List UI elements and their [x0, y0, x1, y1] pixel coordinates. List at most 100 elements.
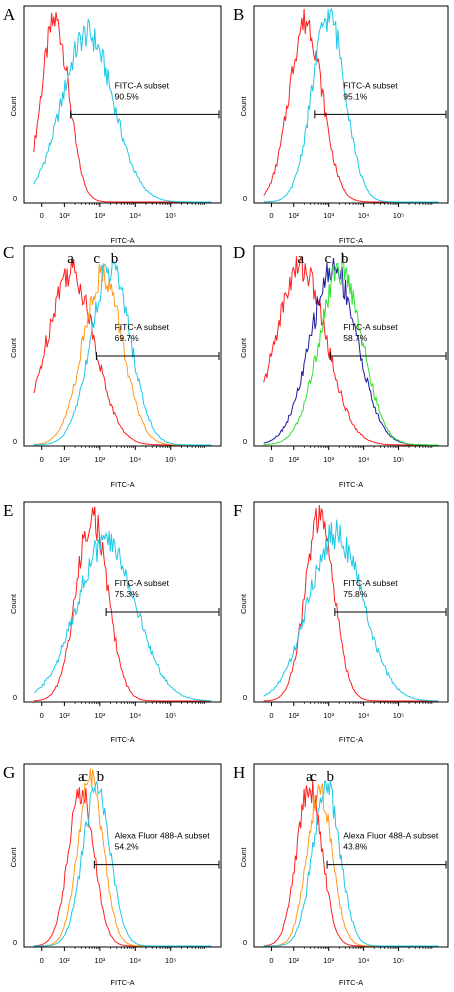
gate-value: 54.2%: [115, 842, 140, 852]
plot-frame: [253, 245, 449, 447]
panel-g: G Count 0 0 10² 10³ 10⁴ 10⁵ FITC-A ac b Alexa Fluor…: [3, 763, 222, 987]
y-axis-label: Count: [9, 847, 18, 868]
gate-label: FITC-A subset: [343, 578, 398, 588]
y-axis-label: Count: [239, 593, 248, 614]
histogram-curve-1: [263, 504, 439, 702]
plot-frame: [23, 5, 222, 204]
y-tick-zero: 0: [243, 693, 247, 702]
x-tick-label: 0: [269, 711, 273, 720]
y-axis-label: Count: [9, 337, 18, 358]
x-tick-label: 10³: [323, 956, 334, 965]
y-tick-zero: 0: [13, 938, 17, 947]
histogram-curve-1: [33, 12, 212, 203]
x-tick-label: 0: [269, 211, 273, 220]
histogram-curve-2: [263, 7, 439, 203]
curve-letter-a: a: [78, 769, 85, 785]
x-tick-label: 10⁴: [130, 956, 142, 965]
x-tick-label: 10⁵: [165, 211, 176, 220]
histogram-curve-3: [33, 258, 212, 446]
plot-frame: [253, 501, 449, 703]
x-tick-label: 0: [269, 455, 273, 464]
panel-letter: G: [3, 763, 15, 782]
curve-letter-c: c: [81, 769, 88, 785]
x-tick-label: 10³: [94, 711, 105, 720]
curve-letter-b: b: [97, 769, 105, 785]
gate-value: 90.5%: [115, 91, 140, 101]
curve-letter-c: c: [324, 251, 331, 267]
gate-label: FITC-A subset: [115, 578, 170, 588]
curve-letter-b: b: [111, 251, 119, 267]
gate-label: Alexa Fluor 488-A subset: [343, 831, 439, 841]
panel-letter: A: [3, 5, 16, 24]
curve-letter-c: c: [310, 769, 317, 785]
panel-letter: D: [233, 243, 245, 262]
x-axis-label: FITC-A: [339, 480, 363, 489]
plot-frame: [23, 245, 222, 447]
panel-letter: E: [3, 501, 13, 520]
x-tick-label: 10³: [94, 211, 105, 220]
x-axis-label: FITC-A: [110, 735, 134, 744]
histogram-curve-2: [33, 18, 212, 203]
y-tick-zero: 0: [13, 194, 17, 203]
y-axis-label: Count: [239, 337, 248, 358]
x-tick-label: 10³: [323, 711, 334, 720]
gate-label: FITC-A subset: [115, 80, 170, 90]
panel-letter: H: [233, 763, 245, 782]
x-tick-label: 10²: [59, 711, 70, 720]
curve-letter-a: a: [306, 769, 313, 785]
plot-frame: [253, 5, 449, 204]
x-axis-label: FITC-A: [339, 236, 363, 245]
histogram-curve-1: [33, 258, 212, 446]
histogram-curve-3: [263, 251, 439, 446]
curve-letter-a: a: [67, 251, 74, 267]
x-tick-label: 0: [40, 956, 44, 965]
x-axis-label: FITC-A: [110, 978, 134, 987]
histogram-curve-1: [263, 256, 439, 446]
panel-letter: B: [233, 5, 244, 24]
x-tick-label: 10⁴: [130, 455, 142, 464]
x-tick-label: 10⁵: [393, 211, 404, 220]
gate-value: 69.7%: [115, 333, 140, 343]
plot-frame: [23, 501, 222, 703]
x-tick-label: 10⁴: [358, 455, 370, 464]
x-tick-label: 10²: [59, 455, 70, 464]
panel-letter: C: [3, 243, 14, 262]
x-tick-label: 10⁵: [165, 455, 176, 464]
histogram-curve-1: [263, 779, 439, 947]
x-tick-label: 0: [40, 711, 44, 720]
y-axis-label: Count: [239, 847, 248, 868]
x-tick-label: 10⁴: [358, 956, 370, 965]
x-tick-label: 10⁵: [165, 956, 176, 965]
x-tick-label: 10²: [59, 956, 70, 965]
gate-value: 75.8%: [343, 589, 368, 599]
gate-value: 58.7%: [343, 333, 368, 343]
y-tick-zero: 0: [243, 437, 247, 446]
gate-label: FITC-A subset: [115, 322, 170, 332]
panel-f: F Count 0 0 10² 10³ 10⁴ 10⁵ FITC-A FITC-A subset7…: [233, 501, 449, 744]
y-axis-label: Count: [9, 96, 18, 117]
panel-a: A Count 0 0 10² 10³ 10⁴ 10⁵ FITC-A FITC-A subset9…: [3, 5, 222, 245]
x-tick-label: 0: [40, 211, 44, 220]
x-tick-label: 10⁵: [393, 455, 404, 464]
x-axis-label: FITC-A: [339, 735, 363, 744]
x-tick-label: 10³: [94, 455, 105, 464]
x-tick-label: 10⁵: [393, 956, 404, 965]
curve-letter-a: a: [298, 251, 305, 267]
x-tick-label: 10⁵: [393, 711, 404, 720]
y-axis-label: Count: [9, 593, 18, 614]
plot-frame: [253, 763, 449, 948]
panel-b: B Count 0 0 10² 10³ 10⁴ 10⁵ FITC-A FITC-A subset9…: [233, 5, 449, 245]
curve-letter-b: b: [326, 769, 334, 785]
x-tick-label: 10⁴: [130, 211, 142, 220]
x-tick-label: 10²: [288, 455, 299, 464]
x-tick-label: 10²: [288, 956, 299, 965]
x-tick-label: 0: [269, 956, 273, 965]
x-tick-label: 0: [40, 455, 44, 464]
panel-c: C Count 0 0 10² 10³ 10⁴ 10⁵ FITC-A a c b FITC-A subs…: [3, 243, 222, 489]
histogram-curve-1: [263, 8, 439, 203]
x-tick-label: 10²: [59, 211, 70, 220]
plot-frame: [23, 763, 222, 948]
x-axis-label: FITC-A: [110, 480, 134, 489]
histogram-curve-2: [33, 530, 212, 702]
histogram-curve-2: [263, 519, 439, 702]
